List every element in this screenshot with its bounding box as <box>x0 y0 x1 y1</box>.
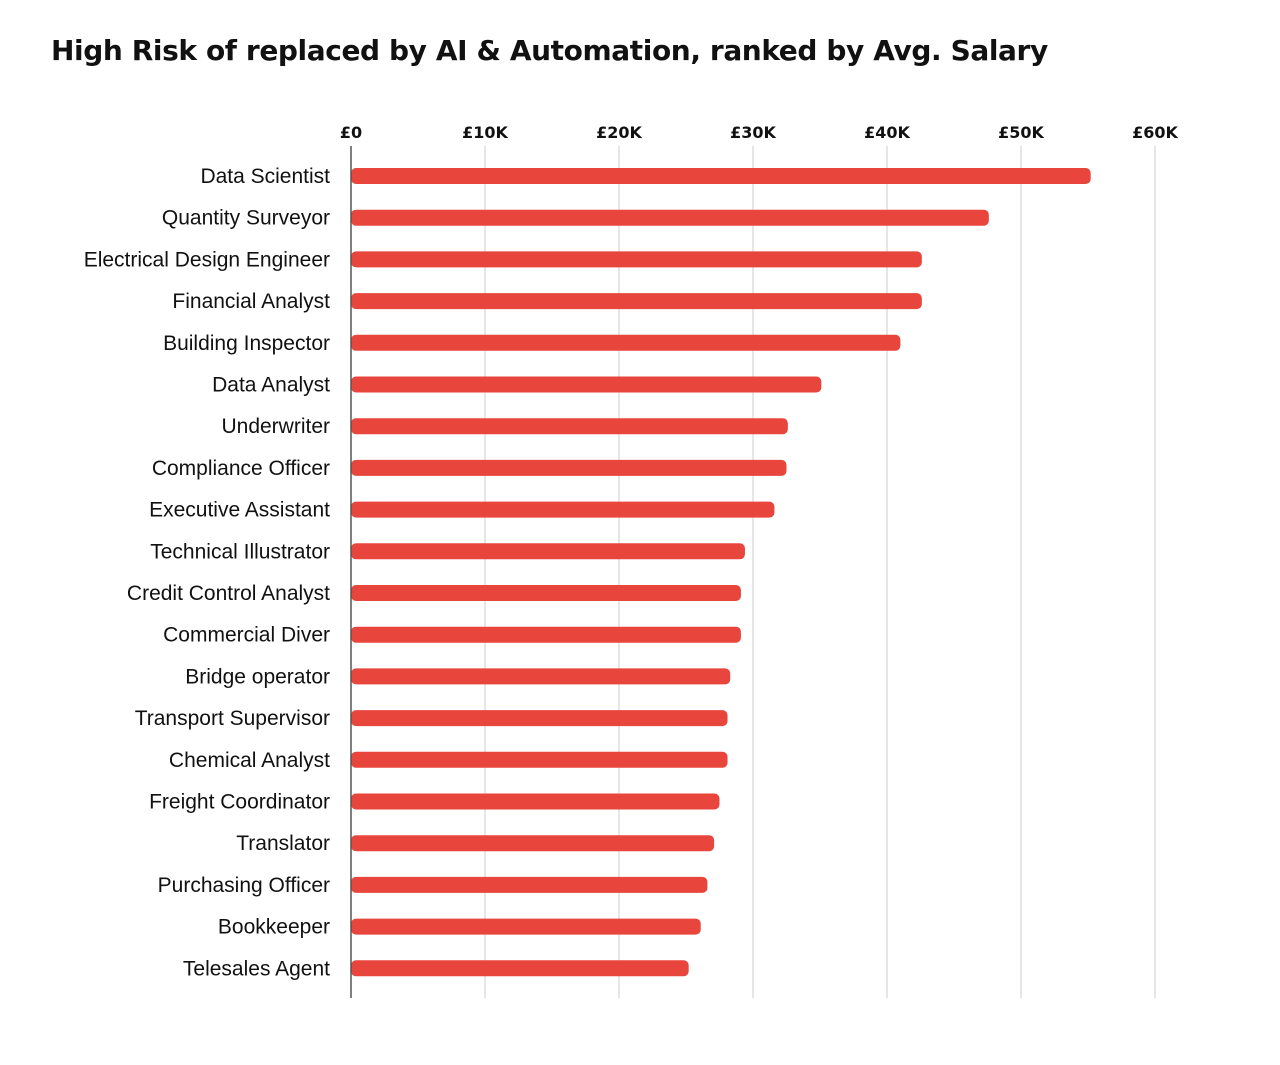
bar-executive-assistant <box>351 501 775 518</box>
x-tick-label: £50K <box>998 123 1044 142</box>
bar-compliance-officer <box>351 459 787 476</box>
bars <box>351 168 1091 977</box>
bar-transport-supervisor <box>351 710 728 727</box>
category-label: Electrical Design Engineer <box>84 248 330 271</box>
category-label: Quantity Surveyor <box>162 207 330 230</box>
bar-translator <box>351 835 715 852</box>
category-label: Bookkeeper <box>218 916 330 939</box>
category-label: Translator <box>236 832 330 855</box>
category-label: Data Analyst <box>212 374 330 397</box>
x-tick-label: £10K <box>462 123 508 142</box>
chart-title: High Risk of replaced by AI & Automation… <box>51 34 1048 67</box>
category-label: Freight Coordinator <box>149 791 330 814</box>
x-tick-label: £40K <box>864 123 910 142</box>
bar-bookkeeper <box>351 918 701 935</box>
bar-freight-coordinator <box>351 793 720 810</box>
category-label: Transport Supervisor <box>135 707 330 730</box>
category-label: Commercial Diver <box>163 624 330 647</box>
bar-data-analyst <box>351 376 822 393</box>
category-label: Building Inspector <box>163 332 330 355</box>
category-labels: Data Scientist Quantity Surveyor Electrica… <box>84 165 330 980</box>
category-label: Bridge operator <box>185 665 330 688</box>
bar-underwriter <box>351 418 788 435</box>
category-label: Credit Control Analyst <box>127 582 330 605</box>
bar-quantity-surveyor <box>351 209 989 226</box>
category-label: Chemical Analyst <box>169 749 330 772</box>
bar-credit-control-analyst <box>351 585 741 601</box>
bar-financial-analyst <box>351 293 922 310</box>
x-tick-label: £30K <box>730 123 776 142</box>
category-label: Purchasing Officer <box>158 874 330 897</box>
bar-data-scientist <box>351 168 1091 184</box>
bar-purchasing-officer <box>351 876 708 893</box>
category-label: Technical Illustrator <box>150 540 330 563</box>
x-tick-label: £20K <box>596 123 642 142</box>
bar-chemical-analyst <box>351 751 728 768</box>
category-label: Compliance Officer <box>152 457 330 480</box>
bar-bridge-operator <box>351 668 731 685</box>
x-tick-label: £0 <box>340 123 362 142</box>
bar-commercial-diver <box>351 626 741 643</box>
x-tick-label: £60K <box>1132 123 1178 142</box>
bar-building-inspector <box>351 334 901 351</box>
category-label: Data Scientist <box>200 165 330 188</box>
category-label: Financial Analyst <box>172 290 330 313</box>
bar-technical-illustrator <box>351 543 745 560</box>
category-label: Underwriter <box>221 415 330 438</box>
bar-telesales-agent <box>351 960 689 977</box>
category-label: Telesales Agent <box>183 957 330 980</box>
bar-electrical-design-engineer <box>351 251 922 268</box>
x-axis-ticks: £0 £10K £20K £30K £40K £50K £60K <box>340 123 1179 142</box>
gridlines <box>484 146 1156 998</box>
category-label: Executive Assistant <box>149 499 330 522</box>
